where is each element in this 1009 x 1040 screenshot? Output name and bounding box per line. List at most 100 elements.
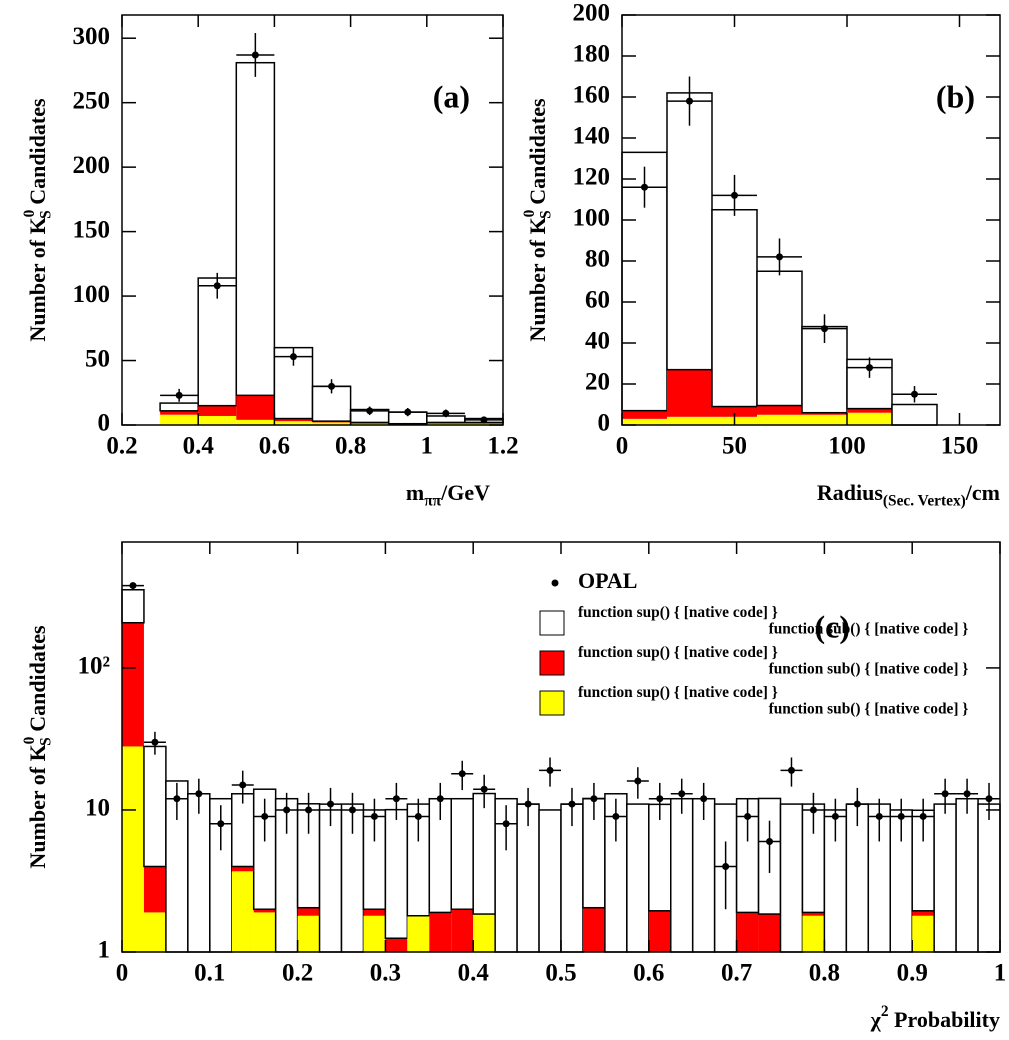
bar-segment: [538, 809, 562, 953]
text-part: Radius: [817, 480, 883, 505]
subscript: ππ: [424, 492, 441, 509]
text-part: Probability: [889, 1007, 1000, 1032]
superscript: function sup() { [native code] }: [578, 684, 778, 701]
subscript: function sub() { [native code] }: [769, 700, 969, 717]
bar-segment: [802, 412, 847, 415]
bar-segment: [198, 405, 237, 416]
bar-segment: [847, 408, 892, 413]
bar-segment: [472, 792, 496, 915]
subscript: (Sec. Vertex): [883, 492, 966, 509]
data-point: [766, 837, 774, 845]
bar-segment: [582, 907, 605, 952]
data-point: [821, 325, 828, 333]
y-tick-label: 100: [573, 205, 611, 232]
axis-title: Number of K0S Candidates: [521, 98, 555, 342]
bar-segment: [312, 422, 351, 425]
bar-segment: [198, 415, 237, 425]
text-part: Number of K: [25, 217, 50, 341]
bar-segment: [779, 803, 804, 953]
x-tick-label: 0.2: [106, 433, 137, 460]
y-tick-label: 60: [585, 287, 610, 314]
axis-title: mππ/GeV: [406, 480, 490, 509]
data-point: [875, 812, 883, 820]
text-part: Number of K: [525, 217, 550, 341]
bar-segment: [933, 803, 957, 953]
bar-segment: [297, 907, 320, 916]
panel-label: (a): [433, 78, 470, 114]
data-point: [866, 364, 873, 372]
data-point: [853, 800, 861, 808]
bar-segment: [274, 418, 313, 422]
data-point: [919, 812, 927, 820]
bar-segment: [318, 809, 343, 953]
bar-segment: [802, 915, 825, 952]
bar-segment: [691, 797, 716, 953]
bar-segment: [648, 910, 671, 952]
bar-segment: [235, 61, 276, 397]
bar-segment: [363, 915, 386, 952]
data-point: [656, 795, 664, 803]
bar-segment: [757, 414, 802, 425]
subscript: function sub() { [native code] }: [769, 620, 969, 637]
bar-segment: [670, 797, 694, 953]
bar-segment: [197, 277, 238, 407]
data-point: [251, 51, 259, 59]
text-part: Number of K: [25, 744, 50, 868]
bar-segment: [187, 793, 211, 953]
data-point: [370, 812, 378, 820]
legend-label: function sup() { [native code] } function…: [578, 644, 968, 678]
y-tick-label: 250: [73, 87, 111, 114]
legend-label: function sup() { [native code] } function…: [578, 604, 968, 638]
data-point: [590, 795, 598, 803]
bar-segment: [955, 797, 979, 953]
bar-segment: [407, 915, 430, 952]
y-tick-label: 0: [98, 410, 111, 437]
data-point: [941, 790, 949, 798]
data-point: [502, 820, 510, 828]
y-tick-label: 20: [585, 369, 610, 396]
x-tick-label: 0.4: [458, 960, 490, 987]
bar-segment: [143, 912, 166, 952]
text-part: /cm: [965, 480, 1000, 505]
bar-segment: [450, 797, 474, 910]
data-point: [239, 781, 247, 789]
bar-segment: [626, 803, 650, 953]
legend-swatch: [539, 610, 565, 636]
bar-segment: [451, 909, 474, 952]
axis-title: Radius(Sec. Vertex)/cm: [817, 480, 1000, 509]
axis-title: χ2 Probability: [870, 1003, 1000, 1032]
x-tick-label: 1.2: [487, 433, 518, 460]
y-tick-label: 200: [73, 152, 111, 179]
bar-segment: [622, 418, 667, 425]
bar-segment: [143, 745, 167, 868]
bar-segment: [666, 92, 713, 371]
subscript: S: [37, 737, 54, 746]
x-tick-label: 0.5: [545, 960, 576, 987]
x-tick-label: 1: [421, 433, 434, 460]
x-tick-label: 0.1: [194, 960, 225, 987]
bar-segment: [253, 912, 276, 952]
data-point: [305, 806, 313, 814]
bar-segment: [648, 803, 672, 912]
bar-segment: [160, 410, 199, 415]
x-tick-label: 0.4: [183, 433, 215, 460]
data-point: [289, 353, 297, 361]
y-tick-label: 80: [585, 246, 610, 273]
bar-segment: [560, 803, 584, 953]
data-point: [404, 408, 412, 416]
y-tick-label: 200: [573, 0, 611, 27]
data-point: [366, 407, 374, 415]
subscript: S: [537, 210, 554, 219]
panel-label: (c): [814, 608, 850, 644]
data-point: [414, 812, 422, 820]
bar-segment: [756, 270, 803, 407]
x-tick-label: 100: [828, 433, 866, 460]
superscript: 0: [521, 209, 538, 217]
y-tick-label: 1: [98, 937, 111, 964]
data-point: [213, 282, 221, 290]
data-point: [480, 785, 488, 793]
legend-swatch: [539, 690, 565, 716]
y-tick-label: 150: [73, 216, 111, 243]
data-point: [217, 820, 225, 828]
